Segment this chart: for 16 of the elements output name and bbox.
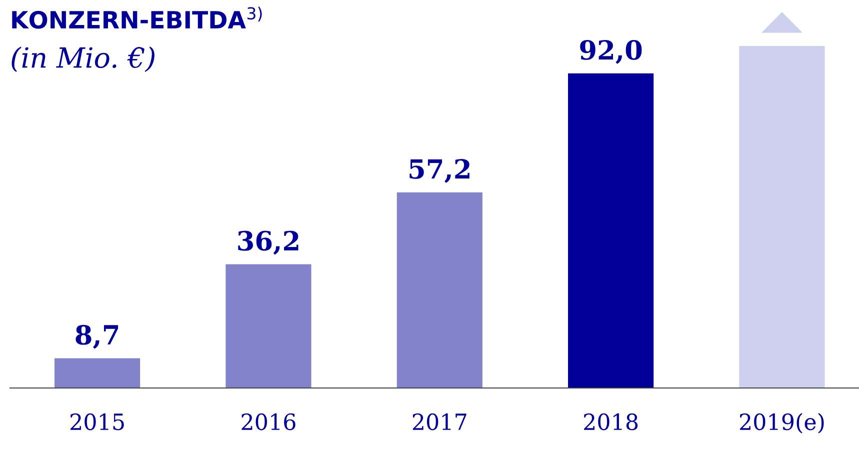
data-label: 92,0 <box>580 40 642 64</box>
x-tick-label: 2018 <box>584 413 638 430</box>
bar <box>739 46 825 388</box>
chart-subtitle: (in Mio. €) <box>12 46 154 72</box>
data-label: 57,2 <box>410 158 470 183</box>
x-tick-label: 2017 <box>412 413 466 430</box>
data-label: 8,7 <box>76 324 118 349</box>
bar <box>54 358 140 388</box>
x-tick-label: 2019(e) <box>740 413 824 434</box>
bar <box>226 264 312 388</box>
x-tick-label: 2016 <box>242 413 296 430</box>
x-tick-label: 2015 <box>70 413 124 430</box>
bar <box>568 73 654 388</box>
chart-title: KONZERN-EBITDA$^{3)}$ <box>12 6 262 29</box>
bar <box>396 192 482 388</box>
data-label: 36,2 <box>238 230 298 255</box>
